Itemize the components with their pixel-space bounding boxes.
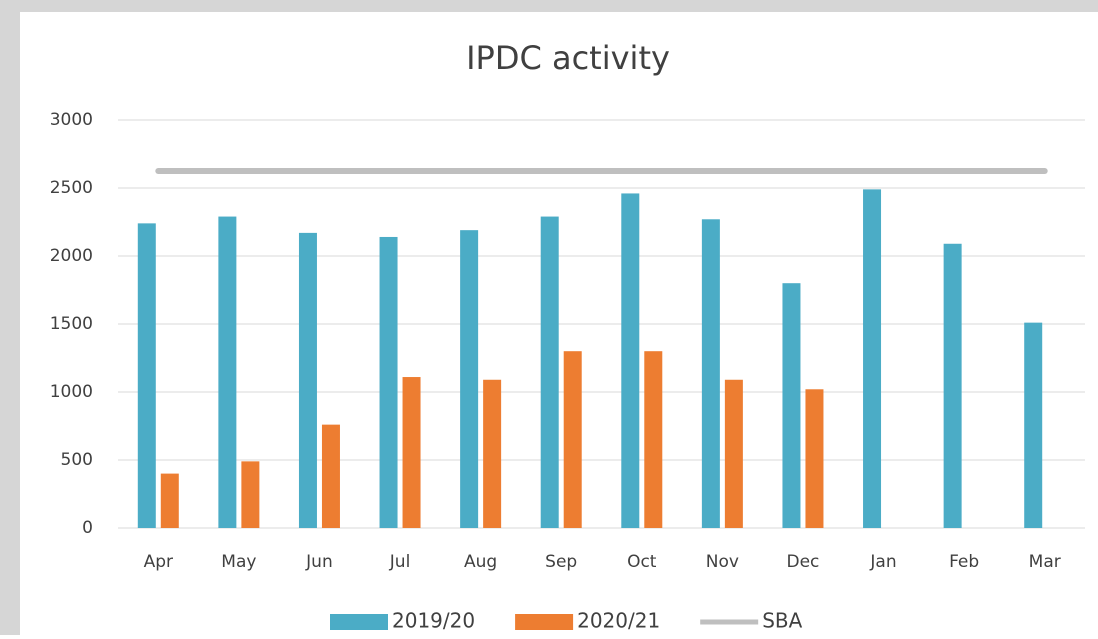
bar: [241, 461, 260, 528]
bar: [402, 377, 421, 528]
x-tick-label: Aug: [464, 552, 497, 572]
legend-swatch: [330, 614, 388, 630]
x-tick-label: Nov: [706, 552, 739, 572]
bar: [644, 351, 663, 528]
bar: [379, 236, 398, 528]
legend-label: 2019/20: [392, 609, 475, 633]
x-tick-label: Jul: [389, 552, 411, 572]
bar: [298, 232, 317, 528]
bar: [540, 216, 559, 528]
bar: [321, 424, 340, 528]
y-tick-label: 1500: [50, 314, 93, 334]
bar: [483, 379, 502, 528]
legend-label: SBA: [762, 609, 802, 633]
bar: [701, 219, 720, 528]
x-tick-label: Jun: [305, 552, 333, 572]
x-tick-label: Feb: [949, 552, 979, 572]
x-tick-label: Oct: [627, 552, 657, 572]
x-tick-label: Jan: [869, 552, 896, 572]
bar: [724, 379, 743, 528]
x-tick-label: May: [221, 552, 256, 572]
y-tick-label: 2500: [50, 178, 93, 198]
legend-label: 2020/21: [577, 609, 660, 633]
bar: [943, 243, 962, 528]
bar: [805, 389, 824, 528]
legend-swatch: [515, 614, 574, 630]
bar: [863, 189, 882, 529]
y-tick-label: 0: [82, 518, 93, 538]
bar: [218, 216, 237, 528]
y-tick-label: 1000: [50, 382, 93, 402]
bar: [782, 283, 801, 528]
y-tick-label: 3000: [50, 110, 93, 130]
x-tick-label: Sep: [545, 552, 577, 572]
bar: [460, 230, 479, 528]
x-tick-label: Dec: [787, 552, 820, 572]
y-tick-label: 2000: [50, 246, 93, 266]
bar: [160, 473, 179, 528]
bar: [137, 223, 156, 529]
x-tick-label: Mar: [1029, 552, 1061, 572]
bar: [1024, 322, 1043, 528]
y-tick-label: 500: [61, 450, 93, 470]
bar: [563, 351, 582, 528]
bar: [621, 193, 640, 528]
chart-title: IPDC activity: [466, 39, 670, 77]
x-tick-label: Apr: [144, 552, 173, 572]
